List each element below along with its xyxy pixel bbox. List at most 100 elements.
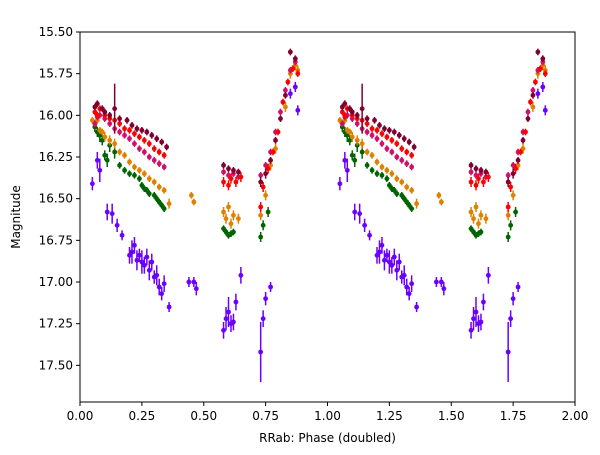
data-point <box>127 171 132 177</box>
data-point <box>278 109 283 115</box>
data-point <box>483 169 489 175</box>
data-point <box>99 129 105 135</box>
data-point <box>391 254 397 260</box>
data-point <box>221 162 226 168</box>
data-point <box>404 199 410 205</box>
data-point <box>119 232 125 238</box>
data-point <box>391 187 397 193</box>
data-point <box>159 139 165 145</box>
data-point <box>129 249 135 255</box>
data-point <box>344 132 350 138</box>
data-point <box>156 199 162 205</box>
series-0 <box>89 82 548 382</box>
x-tick-label: 2.00 <box>562 409 589 423</box>
data-point <box>97 167 103 173</box>
data-point <box>384 252 390 258</box>
data-point <box>379 172 385 178</box>
data-point <box>406 139 412 145</box>
data-point <box>401 272 407 278</box>
data-point <box>112 141 118 147</box>
y-axis-ticks: 15.50 15.75 16.00 16.25 16.50 16.75 17.00 17.25… <box>39 25 80 372</box>
data-point <box>404 149 410 155</box>
data-point <box>394 191 400 197</box>
data-point <box>258 212 264 218</box>
data-point <box>295 71 301 77</box>
data-point <box>231 212 236 218</box>
data-point <box>540 84 546 90</box>
data-point <box>347 137 353 143</box>
data-point <box>386 127 392 133</box>
data-point <box>151 157 157 163</box>
data-point <box>273 137 278 143</box>
data-point <box>337 181 343 187</box>
data-point <box>265 209 271 215</box>
data-point <box>369 126 375 132</box>
data-point <box>339 104 345 110</box>
data-point <box>510 162 516 168</box>
data-point <box>389 171 395 177</box>
data-point <box>520 137 526 143</box>
x-tick-label: 0.75 <box>252 409 279 423</box>
data-point <box>151 146 157 152</box>
data-point <box>505 349 511 355</box>
data-point <box>525 116 531 122</box>
data-point <box>231 167 236 173</box>
data-point <box>476 221 481 227</box>
data-point <box>149 132 155 138</box>
data-point <box>364 121 370 127</box>
data-point <box>349 152 355 158</box>
y-tick-label: 17.00 <box>39 275 73 289</box>
data-point <box>537 66 543 72</box>
x-tick-label: 1.75 <box>500 409 527 423</box>
data-point <box>394 154 400 160</box>
data-point <box>354 121 360 127</box>
data-point <box>137 134 142 140</box>
data-point <box>374 127 380 133</box>
data-point <box>389 262 395 268</box>
data-point <box>137 146 142 152</box>
data-point <box>149 259 155 265</box>
data-point <box>347 106 353 112</box>
data-point <box>97 132 103 138</box>
data-point <box>505 204 511 210</box>
data-point <box>386 182 392 188</box>
data-point <box>221 327 226 333</box>
data-point <box>374 171 380 177</box>
data-point <box>510 192 516 198</box>
data-point <box>226 182 231 188</box>
data-point <box>342 101 348 107</box>
data-point <box>263 192 269 198</box>
data-point <box>221 169 226 175</box>
data-point <box>352 157 358 163</box>
data-point <box>134 126 140 132</box>
data-point <box>221 226 226 232</box>
data-point <box>377 249 382 255</box>
data-point <box>530 87 536 93</box>
data-point <box>117 116 122 122</box>
data-point <box>117 129 122 135</box>
data-point <box>396 132 402 138</box>
data-point <box>132 242 137 248</box>
data-point <box>362 222 368 228</box>
data-point <box>481 299 486 305</box>
data-point <box>414 304 419 310</box>
data-point <box>132 131 137 137</box>
data-point <box>364 162 370 168</box>
data-point <box>146 191 152 197</box>
data-point <box>141 171 147 177</box>
data-point <box>468 327 474 333</box>
data-point <box>349 134 355 140</box>
data-point <box>530 92 536 98</box>
data-point <box>473 166 479 172</box>
data-point <box>122 132 127 138</box>
data-point <box>505 234 511 240</box>
data-point <box>270 149 276 155</box>
data-point <box>112 106 118 112</box>
data-point <box>386 259 392 265</box>
data-point <box>485 174 491 180</box>
data-point <box>102 134 108 140</box>
data-point <box>146 141 152 147</box>
y-tick-label: 15.50 <box>39 25 73 39</box>
data-point <box>525 109 531 115</box>
